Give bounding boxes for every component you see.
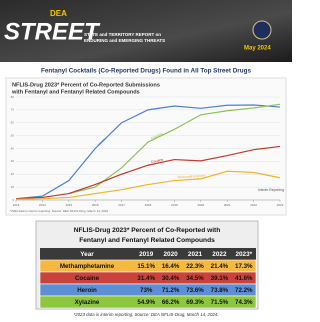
- annotation: Interim Reporting: [258, 188, 284, 192]
- logo-mark: DEA: [50, 9, 67, 18]
- table-cell: 54.9%: [137, 299, 155, 306]
- x-tick-label: 2016: [92, 203, 99, 207]
- report-line: ENDURING and EMERGING THREATS: [84, 38, 165, 43]
- x-tick-label: 2015: [65, 203, 72, 207]
- table-cell: 31.4%: [137, 275, 155, 282]
- table-cell: 73.6%: [186, 287, 204, 294]
- y-tick-label: 50: [11, 133, 15, 137]
- table-cell: 39.1%: [211, 275, 229, 282]
- table-header-cell: 2020: [163, 251, 178, 258]
- page-title: Fentanyl Cocktails (Co-Reported Drugs) F…: [41, 68, 251, 75]
- x-tick-label: 2023: [277, 203, 284, 207]
- chart-title: NFLIS-Drug 2023* Percent of Co-Reported …: [12, 82, 160, 88]
- y-tick-label: 80: [11, 95, 15, 99]
- y-tick-label: 40: [11, 146, 15, 150]
- table-cell: 41.6%: [235, 275, 253, 282]
- chart-panel: [6, 78, 286, 215]
- y-tick-label: 70: [11, 108, 15, 112]
- table-cell: Xylazine: [75, 299, 100, 306]
- date: May 2024: [244, 46, 271, 52]
- table-cell: 22.3%: [186, 263, 204, 270]
- y-tick-label: 30: [11, 159, 15, 163]
- y-tick-label: 60: [11, 121, 15, 125]
- x-tick-label: 2017: [118, 203, 125, 207]
- table-cell: Cocaine: [75, 275, 100, 282]
- y-tick-label: 10: [11, 185, 15, 189]
- x-tick-label: 2018: [145, 203, 152, 207]
- table-cell: 30.4%: [162, 275, 180, 282]
- table-header-cell: 2019: [139, 251, 154, 258]
- page: STREET DEA STATE and TERRITORY REPORT on…: [0, 0, 292, 322]
- x-tick-label: 2014: [39, 203, 46, 207]
- table-header-cell: 2021: [188, 251, 203, 258]
- table-cell: Methamphetamine: [60, 263, 115, 270]
- x-tick-label: 2020: [197, 203, 204, 207]
- x-tick-label: 2019: [171, 203, 178, 207]
- x-tick-label: 2022: [250, 203, 257, 207]
- table-cell: 73.8%: [211, 287, 229, 294]
- table-cell: 73%: [140, 287, 153, 294]
- table-cell: 71.2%: [162, 287, 180, 294]
- table-cell: 17.3%: [235, 263, 253, 270]
- report-line: STATE and TERRITORY REPORT on: [84, 32, 161, 37]
- table-header-cell: 2023*: [235, 251, 252, 258]
- table-cell: 66.2%: [162, 299, 180, 306]
- table-cell: 72.2%: [235, 287, 253, 294]
- table-cell: 15.1%: [137, 263, 155, 270]
- footnote: *2023 data is interim reporting. Source:…: [73, 312, 218, 317]
- table-header-cell: Year: [80, 251, 94, 258]
- table-cell: 71.5%: [211, 299, 229, 306]
- x-tick-label: 2021: [224, 203, 231, 207]
- table-cell: 69.3%: [186, 299, 204, 306]
- table-header-cell: 2022: [212, 251, 227, 258]
- table-cell: 21.4%: [211, 263, 229, 270]
- table-title: NFLIS-Drug 2023* Percent of Co-Reported …: [74, 227, 221, 234]
- table-cell: Heroin: [77, 287, 97, 294]
- table-cell: 16.4%: [162, 263, 180, 270]
- x-tick-label: 2013: [13, 203, 20, 207]
- chart-title: with Fentanyl and Fentanyl Related Compo…: [11, 89, 140, 95]
- chart-note: *2023 data is interim reporting. Source:…: [10, 209, 109, 213]
- table-cell: 74.3%: [235, 299, 253, 306]
- y-tick-label: 20: [11, 172, 15, 176]
- table-title: Fentanyl and Fentanyl Related Compounds: [79, 237, 215, 244]
- seal: [253, 21, 271, 39]
- table-cell: 34.5%: [186, 275, 204, 282]
